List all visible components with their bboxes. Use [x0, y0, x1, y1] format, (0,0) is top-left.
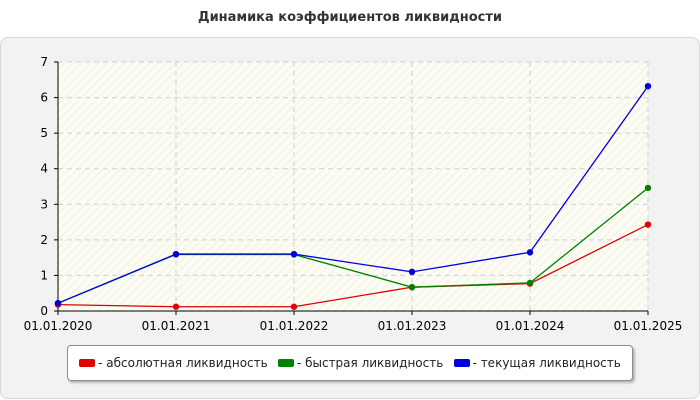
legend-label-quick: - быстрая ликвидность [296, 356, 444, 370]
legend-item-current: - текущая ликвидность [453, 356, 621, 370]
series-2-point [290, 250, 298, 258]
legend-swatch-current [453, 359, 470, 367]
x-tick-label: 01.01.2022 [260, 319, 329, 333]
series-1-point [408, 283, 416, 291]
y-tick-label: 3 [40, 197, 48, 211]
y-tick-label: 4 [40, 162, 48, 176]
plot-area-pattern [58, 62, 648, 311]
series-1-point [644, 184, 652, 192]
series-2-point [644, 82, 652, 90]
series-0-point [290, 303, 298, 310]
x-tick-label: 01.01.2021 [142, 319, 211, 333]
y-tick-label: 7 [40, 55, 48, 69]
y-tick-label: 5 [40, 126, 48, 140]
legend: - абсолютная ликвидность - быстрая ликви… [67, 345, 633, 381]
x-tick-label: 01.01.2023 [378, 319, 447, 333]
series-line-2 [57, 85, 649, 304]
legend-item-quick: - быстрая ликвидность [277, 356, 444, 370]
y-tick-label: 6 [40, 91, 48, 105]
series-2-point [172, 250, 180, 258]
series-0-point [644, 221, 652, 228]
x-tick-label: 01.01.2020 [24, 319, 93, 333]
series-2-point [54, 299, 62, 307]
series-0-point [172, 303, 180, 310]
legend-item-absolute: - абсолютная ликвидность [79, 356, 268, 370]
y-tick-label: 2 [40, 233, 48, 247]
series-2-point [408, 268, 416, 276]
y-tick-label: 0 [40, 304, 48, 318]
x-tick-label: 01.01.2024 [496, 319, 565, 333]
series-layer [54, 82, 652, 310]
legend-swatch-quick [277, 359, 294, 367]
y-tick-label: 1 [40, 268, 48, 282]
series-line-0 [57, 223, 649, 308]
legend-swatch-absolute [79, 359, 96, 367]
legend-label-current: - текущая ликвидность [472, 356, 621, 370]
series-2-point [526, 249, 534, 256]
legend-label-absolute: - абсолютная ликвидность [98, 356, 268, 370]
series-1-point [526, 279, 534, 287]
chart-title: Динамика коэффициентов ликвидности [198, 10, 502, 25]
axes: 0 1 2 3 4 5 6 7 01.01.2020 01.01.2021 01.01.2022 01… [24, 55, 683, 333]
x-tick-label: 01.01.2025 [614, 319, 683, 333]
